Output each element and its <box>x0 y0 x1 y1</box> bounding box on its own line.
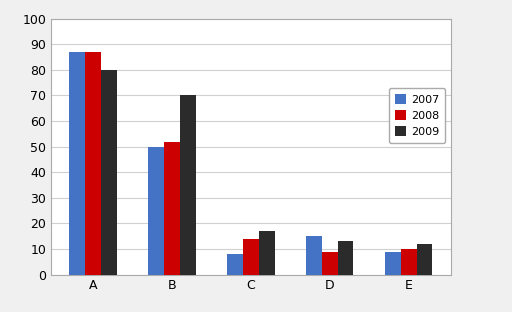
Legend: 2007, 2008, 2009: 2007, 2008, 2009 <box>389 88 445 143</box>
Bar <box>164 142 180 275</box>
Bar <box>243 239 259 275</box>
Bar <box>180 95 196 275</box>
Bar <box>306 236 322 275</box>
Bar <box>148 147 164 275</box>
Bar <box>101 70 117 275</box>
Bar <box>259 231 274 275</box>
Bar <box>385 251 401 275</box>
Bar <box>417 244 433 275</box>
Bar <box>338 241 353 275</box>
Bar <box>401 249 417 275</box>
Bar <box>85 52 101 275</box>
Bar <box>69 52 85 275</box>
Bar <box>227 254 243 275</box>
Bar <box>322 251 338 275</box>
